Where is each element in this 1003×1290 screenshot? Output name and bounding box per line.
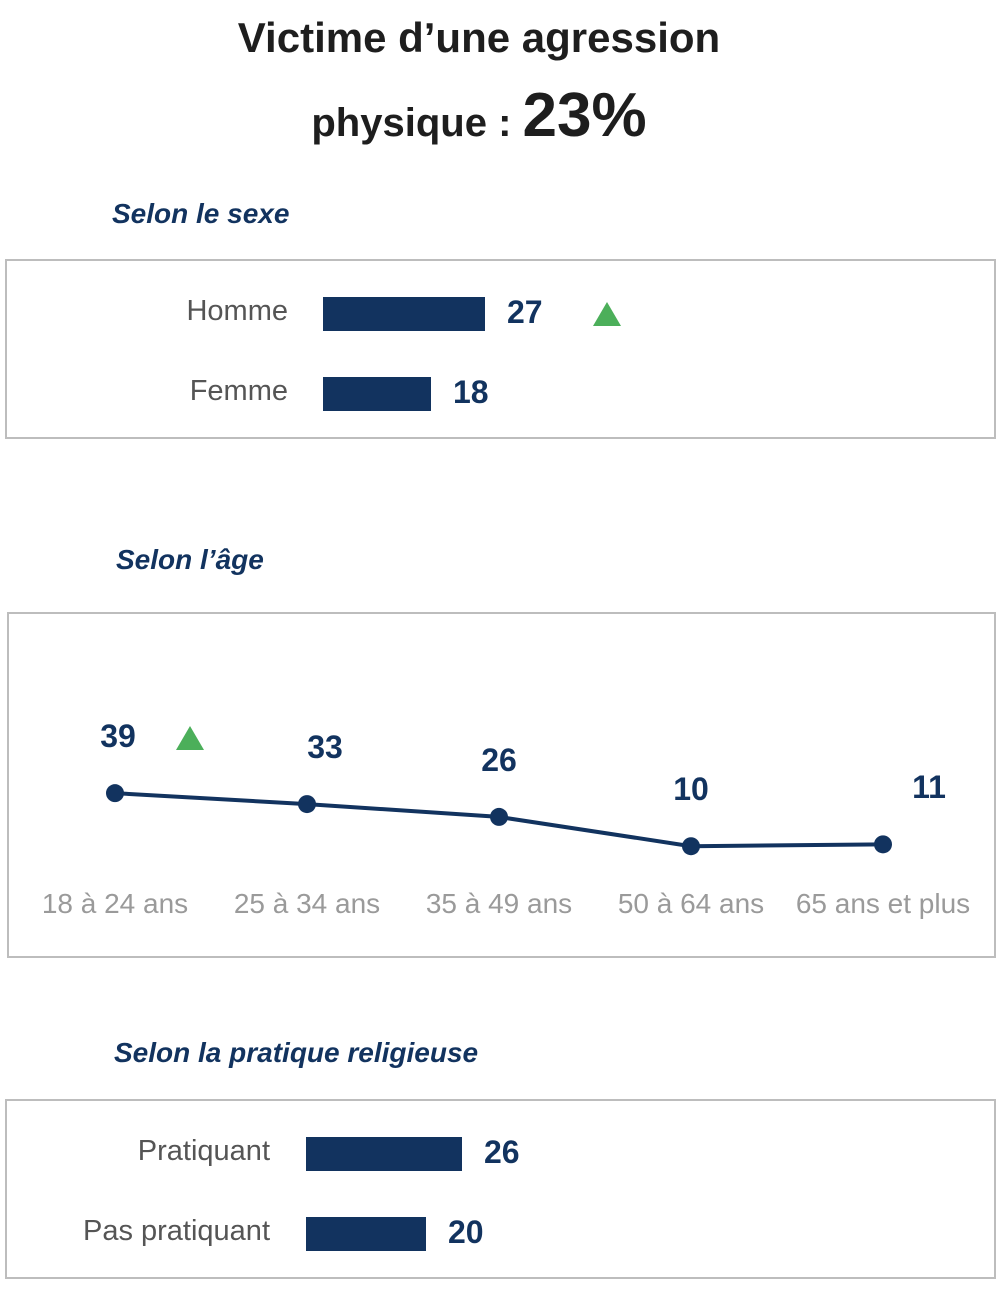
bar xyxy=(323,377,431,411)
up-triangle-icon xyxy=(176,726,204,751)
x-tick-label: 18 à 24 ans xyxy=(41,888,189,919)
up-triangle-icon xyxy=(593,302,621,326)
data-point xyxy=(298,795,316,814)
bar xyxy=(306,1217,426,1251)
x-tick-label: 50 à 64 ans xyxy=(617,888,765,919)
bar-category-label: Femme xyxy=(189,375,288,407)
data-value-label: 11 xyxy=(912,769,946,806)
data-point xyxy=(490,807,508,826)
title-line2-text: physique : xyxy=(311,101,512,145)
section-title-religion: Selon la pratique religieuse xyxy=(114,1037,479,1068)
bar-category-label: Homme xyxy=(186,295,288,327)
bar-value-label: 18 xyxy=(453,374,489,410)
data-point xyxy=(682,837,700,856)
religion-chart-box xyxy=(5,1099,996,1279)
bar xyxy=(323,297,485,331)
bar-value-label: 20 xyxy=(448,1214,484,1250)
bar-value-label: 26 xyxy=(484,1134,520,1170)
bar-value-label: 27 xyxy=(507,294,543,330)
data-value-label: 39 xyxy=(100,718,136,755)
data-value-label: 33 xyxy=(307,729,343,766)
bar-category-label: Pratiquant xyxy=(137,1135,270,1167)
data-point xyxy=(106,784,124,803)
title-line2: physique : 23% xyxy=(0,80,958,151)
title-line1: Victime d’une agression xyxy=(237,14,721,61)
section-title-age: Selon l’âge xyxy=(116,544,264,575)
bar-category-label: Pas pratiquant xyxy=(82,1215,270,1247)
data-value-label: 10 xyxy=(673,771,709,808)
section-title-sexe: Selon le sexe xyxy=(112,198,290,229)
overall-value: 23% xyxy=(522,81,647,150)
x-tick-label: 65 ans et plus xyxy=(795,888,971,919)
data-point xyxy=(874,835,892,854)
bar xyxy=(306,1137,462,1171)
x-tick-label: 25 à 34 ans xyxy=(233,888,381,919)
data-value-label: 26 xyxy=(481,741,517,778)
sexe-chart-box xyxy=(5,259,996,439)
age-chart-box xyxy=(7,612,996,958)
x-tick-label: 35 à 49 ans xyxy=(425,888,573,919)
